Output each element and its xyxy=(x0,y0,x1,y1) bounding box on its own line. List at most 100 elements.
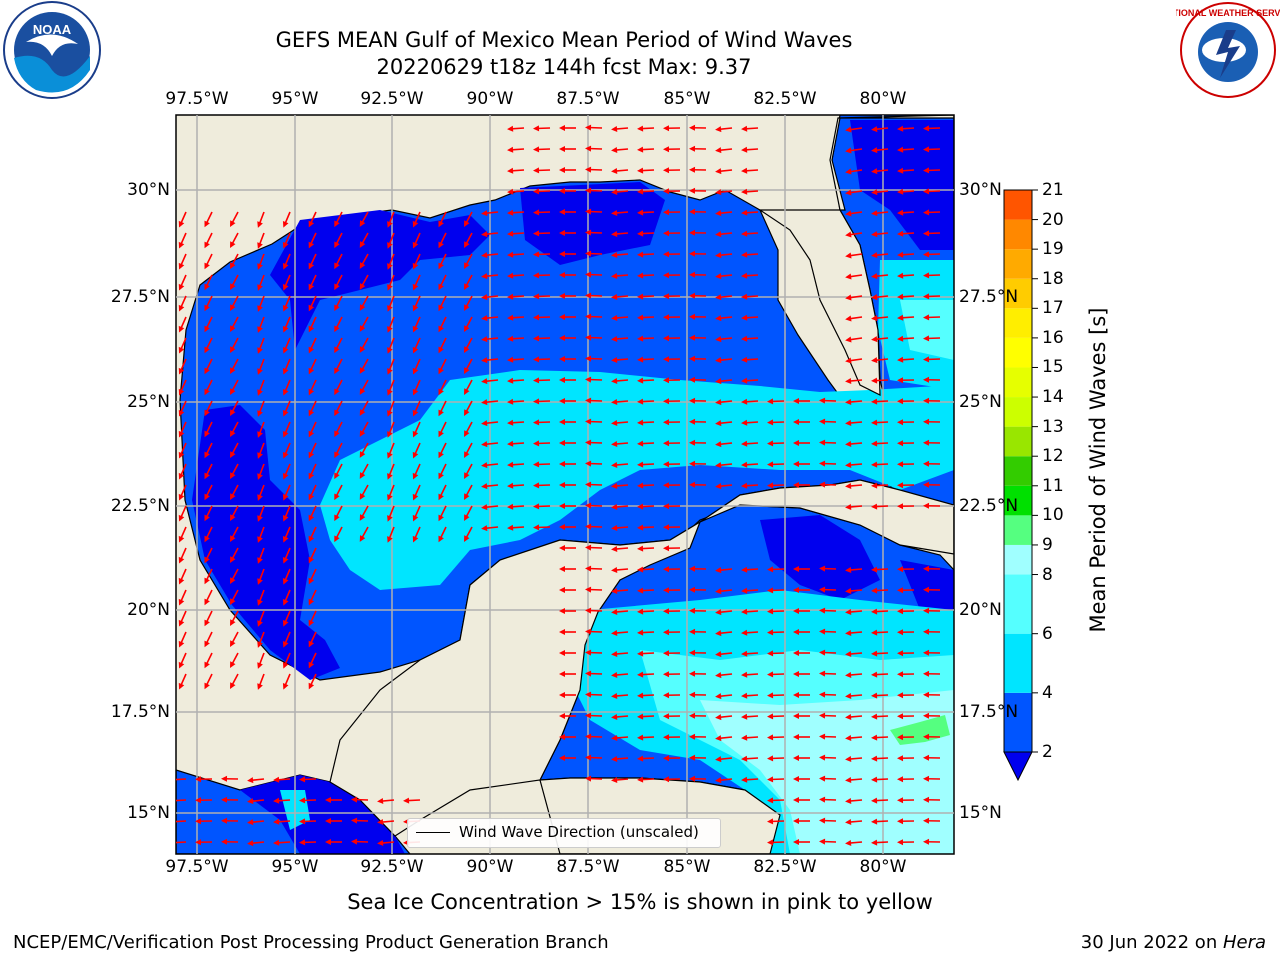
wave-direction-arrow xyxy=(308,568,317,585)
wave-direction-arrow xyxy=(715,189,733,196)
wave-direction-arrow xyxy=(897,692,915,699)
wave-direction-arrow xyxy=(741,461,759,468)
wave-direction-arrow xyxy=(438,211,447,228)
wave-direction-arrow xyxy=(845,189,863,196)
wave-direction-arrow xyxy=(308,400,317,417)
wave-direction-arrow xyxy=(559,650,576,656)
wave-direction-arrow xyxy=(334,526,343,543)
wave-direction-arrow xyxy=(611,125,629,132)
wave-direction-arrow xyxy=(585,250,603,257)
wave-direction-arrow xyxy=(689,754,707,761)
wave-direction-arrow xyxy=(689,460,707,467)
wave-direction-arrow xyxy=(611,398,629,405)
wave-direction-arrow xyxy=(663,293,681,300)
wave-direction-arrow xyxy=(689,250,707,257)
wave-direction-arrow xyxy=(715,315,733,322)
wave-direction-arrow xyxy=(299,818,317,825)
wave-direction-arrow xyxy=(257,316,265,333)
wave-direction-arrow xyxy=(334,442,343,459)
wave-direction-arrow xyxy=(178,547,187,564)
wave-direction-arrow xyxy=(559,230,576,236)
colorbar-segment xyxy=(1004,633,1032,693)
wave-direction-arrow xyxy=(273,797,291,804)
wave-direction-arrow xyxy=(767,734,785,741)
wave-direction-arrow xyxy=(715,462,733,469)
wave-direction-arrow xyxy=(637,524,655,531)
wave-direction-arrow xyxy=(507,482,525,489)
wave-direction-arrow xyxy=(204,274,213,291)
wave-direction-arrow xyxy=(257,568,265,585)
wave-direction-arrow xyxy=(387,400,395,417)
wave-direction-arrow xyxy=(845,839,863,846)
wave-direction-arrow xyxy=(464,463,473,480)
wave-direction-arrow xyxy=(464,295,473,312)
wave-direction-arrow xyxy=(204,484,213,501)
wave-direction-arrow xyxy=(533,167,551,174)
wave-direction-arrow xyxy=(178,274,187,291)
wave-direction-arrow xyxy=(481,273,499,280)
wave-direction-arrow xyxy=(767,419,785,426)
wave-direction-arrow xyxy=(611,734,629,741)
wave-direction-arrow xyxy=(923,691,941,698)
wave-direction-arrow xyxy=(767,818,785,825)
wave-direction-arrow xyxy=(282,379,291,396)
wave-direction-arrow xyxy=(741,713,759,720)
wave-direction-arrow xyxy=(663,734,681,741)
wave-direction-arrow xyxy=(507,272,525,279)
wave-direction-arrow xyxy=(637,356,655,363)
wave-direction-arrow xyxy=(663,461,681,468)
wave-direction-arrow xyxy=(533,398,551,405)
wave-direction-arrow xyxy=(585,166,603,173)
wave-direction-arrow xyxy=(178,652,187,669)
wave-direction-arrow xyxy=(689,124,707,131)
wave-direction-arrow xyxy=(308,631,317,648)
wave-direction-arrow xyxy=(741,125,759,132)
wave-direction-arrow xyxy=(438,505,447,522)
wave-direction-arrow xyxy=(871,419,889,426)
wave-direction-arrow xyxy=(923,314,941,321)
wave-direction-arrow xyxy=(282,421,291,438)
wave-direction-arrow xyxy=(204,631,213,648)
wave-direction-arrow xyxy=(767,692,785,699)
wave-direction-arrow xyxy=(793,713,810,719)
wave-direction-arrow xyxy=(871,692,889,699)
wave-direction-arrow xyxy=(438,379,447,396)
wave-direction-arrow xyxy=(257,547,265,564)
wave-direction-arrow xyxy=(845,440,863,447)
wave-direction-arrow xyxy=(282,673,291,690)
wave-direction-arrow xyxy=(637,692,655,699)
wave-direction-arrow xyxy=(845,231,863,238)
wave-direction-arrow xyxy=(247,777,265,784)
wave-direction-arrow xyxy=(282,505,291,522)
wave-direction-arrow xyxy=(923,293,941,300)
wave-direction-arrow xyxy=(308,589,317,606)
wave-direction-arrow xyxy=(767,398,785,405)
wave-direction-arrow xyxy=(230,652,239,669)
wave-direction-arrow xyxy=(897,314,915,321)
wave-direction-arrow xyxy=(897,251,915,258)
wave-direction-arrow xyxy=(299,839,317,846)
wave-direction-arrow xyxy=(204,442,213,459)
wave-direction-arrow xyxy=(481,210,499,217)
wave-direction-arrow xyxy=(230,673,239,690)
wave-direction-arrow xyxy=(559,671,576,677)
wave-direction-arrow xyxy=(663,125,681,132)
wave-direction-arrow xyxy=(611,713,629,720)
wave-direction-arrow xyxy=(351,817,369,824)
wave-direction-arrow xyxy=(819,691,837,698)
wave-direction-arrow xyxy=(585,439,603,446)
wave-direction-arrow xyxy=(230,505,239,522)
wave-direction-arrow xyxy=(871,252,889,259)
wave-direction-arrow xyxy=(897,482,915,489)
wave-direction-arrow xyxy=(481,441,499,448)
wave-direction-arrow xyxy=(178,526,187,543)
wave-direction-arrow xyxy=(412,526,421,543)
lon-label-bottom: 95°W xyxy=(271,857,319,877)
wave-direction-arrow xyxy=(282,232,291,249)
wave-direction-arrow xyxy=(663,629,681,636)
wave-direction-arrow xyxy=(845,671,863,678)
wave-direction-arrow xyxy=(257,253,265,270)
wave-direction-arrow xyxy=(230,400,239,417)
wave-direction-arrow xyxy=(923,356,941,363)
wave-direction-arrow xyxy=(438,400,447,417)
